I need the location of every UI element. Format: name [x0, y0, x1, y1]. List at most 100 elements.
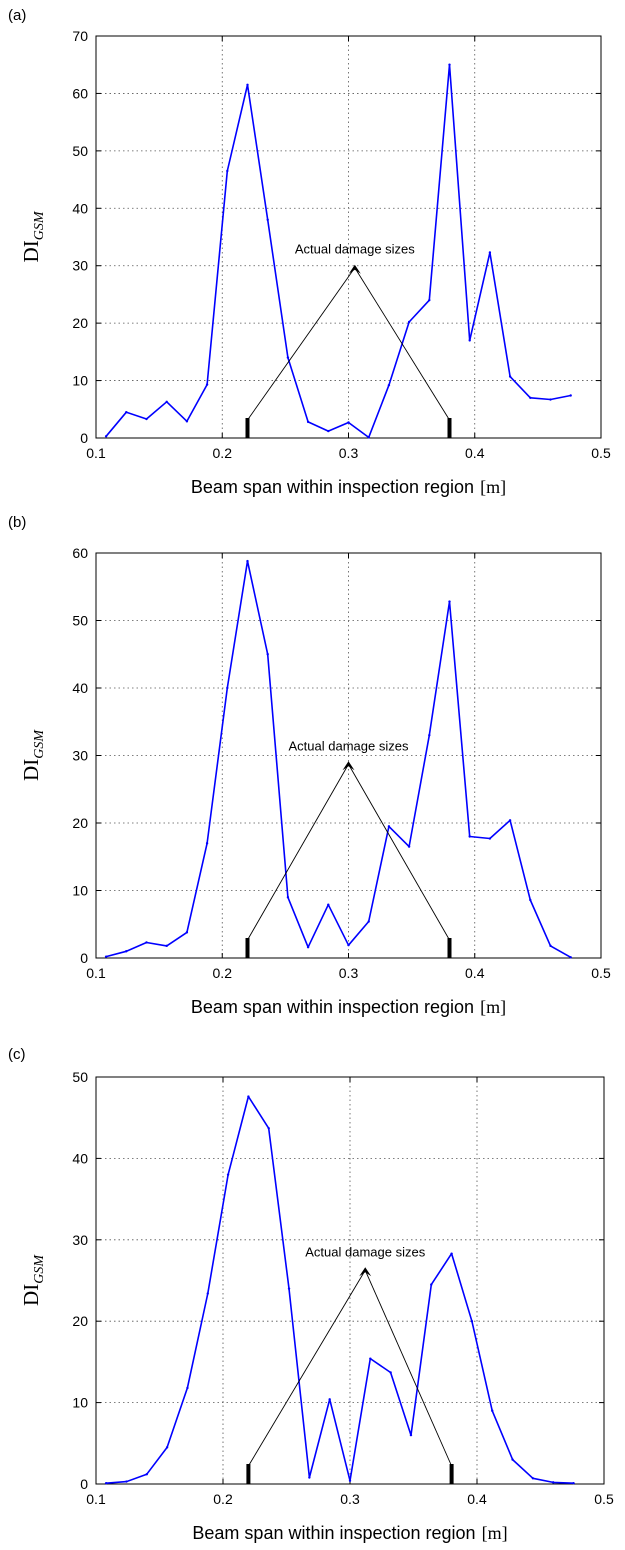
data-point — [450, 1252, 453, 1255]
x-axis-label: Beam span within inspection region [m] — [191, 997, 506, 1017]
y-tick-label: 60 — [72, 545, 88, 561]
data-point — [468, 339, 471, 342]
data-point — [529, 396, 532, 399]
x-tick-label: 0.4 — [465, 445, 485, 461]
y-tick-label: 10 — [72, 1395, 88, 1411]
annotation-arrowhead — [348, 264, 361, 274]
data-point — [428, 298, 431, 302]
damage-marker — [447, 938, 452, 958]
y-axis-label: DIGSM — [19, 729, 47, 781]
annotation-label: Actual damage sizes — [289, 738, 409, 753]
panel-c: (c) 0.1 0.2 0.3 0.4 0.5 0 10 20 30 40 50 Beam span w… — [8, 1046, 614, 1543]
panel-label: (a) — [8, 7, 26, 24]
y-tick-label: 30 — [72, 1232, 88, 1248]
data-point — [328, 1398, 331, 1401]
annotation-line — [248, 1270, 366, 1467]
x-axis-label-text: Beam span within inspection region — [192, 1523, 475, 1543]
data-point — [165, 944, 168, 948]
data-point — [369, 1357, 372, 1360]
x-axis-label-text: Beam span within inspection region — [191, 997, 474, 1017]
data-point — [125, 950, 128, 953]
annotation-line — [247, 267, 356, 421]
x-tick-label: 0.3 — [340, 1491, 360, 1507]
x-tick-label: 0.5 — [591, 965, 611, 981]
y-tick-label: 50 — [72, 143, 88, 159]
x-axis-label: Beam span within inspection region [m] — [191, 477, 506, 497]
data-point — [549, 944, 552, 948]
annotation-label: Actual damage sizes — [305, 1244, 425, 1259]
series-line — [105, 560, 572, 958]
data-point — [387, 383, 391, 387]
y-axis-label-subscript: GSM — [32, 210, 47, 240]
y-tick-label: 60 — [72, 85, 88, 101]
x-tick-label: 0.2 — [213, 1491, 233, 1507]
data-point — [430, 1283, 433, 1286]
data-point — [286, 356, 290, 359]
data-point — [125, 410, 128, 414]
annotation-arrowhead — [342, 761, 355, 771]
y-axis-label: DIGSM — [19, 210, 47, 262]
data-point — [205, 842, 209, 845]
plot-frame — [95, 35, 602, 439]
data-point — [266, 218, 269, 221]
data-point — [186, 1386, 189, 1390]
y-tick-label: 0 — [80, 430, 88, 446]
annotation-line — [364, 1270, 453, 1467]
panel-a: (a) 0.1 0.2 0.3 0.4 0.5 0 10 20 30 40 50 60 70 Beam sp… — [8, 7, 611, 497]
x-tick-label: 0.5 — [594, 1491, 614, 1507]
data-point — [327, 903, 330, 906]
data-point — [327, 429, 330, 433]
damage-marker — [246, 1464, 251, 1484]
y-tick-label: 40 — [72, 1150, 88, 1166]
data-point — [569, 394, 572, 397]
data-point — [407, 845, 411, 848]
data-point — [246, 83, 249, 87]
data-point — [389, 1371, 392, 1374]
data-point — [308, 1476, 311, 1479]
data-point — [165, 400, 168, 404]
data-point — [531, 1477, 535, 1480]
data-point — [226, 169, 229, 173]
data-point — [552, 1481, 555, 1484]
x-axis-label-text: Beam span within inspection region — [191, 477, 474, 497]
x-tick-label: 0.5 — [591, 445, 611, 461]
y-tick-label: 10 — [72, 373, 88, 389]
y-tick-label: 50 — [72, 1069, 88, 1085]
data-point — [348, 1479, 352, 1482]
damage-marker — [245, 418, 250, 438]
data-point — [185, 931, 189, 934]
data-point — [448, 600, 451, 603]
data-point — [387, 825, 391, 828]
data-point — [247, 1095, 250, 1098]
y-tick-label: 30 — [72, 748, 88, 764]
data-point — [286, 896, 290, 899]
data-point — [549, 398, 552, 401]
data-point — [468, 835, 471, 838]
y-tick-label: 10 — [72, 883, 88, 899]
data-point — [407, 320, 411, 324]
x-tick-label: 0.4 — [465, 965, 485, 981]
x-tick-label: 0.3 — [339, 965, 359, 981]
data-point — [511, 1458, 514, 1461]
data-point — [306, 946, 310, 949]
data-point — [488, 251, 492, 254]
data-point — [246, 559, 249, 563]
y-tick-label: 30 — [72, 258, 88, 274]
annotation-line — [348, 764, 450, 941]
x-tick-label: 0.1 — [86, 445, 106, 461]
data-point — [185, 420, 189, 423]
data-point — [508, 375, 512, 378]
data-point — [165, 1446, 169, 1449]
x-axis-label-unit: [m] — [480, 477, 506, 497]
damage-marker — [447, 418, 452, 438]
y-axis-label-text: DI — [19, 240, 43, 262]
x-axis-label: Beam span within inspection region [m] — [192, 1523, 507, 1543]
y-tick-label: 0 — [80, 950, 88, 966]
y-tick-label: 40 — [72, 680, 88, 696]
data-point — [488, 837, 492, 840]
y-tick-label: 20 — [72, 815, 88, 831]
panel-label: (c) — [8, 1046, 26, 1063]
data-point — [145, 417, 148, 421]
data-point — [206, 1292, 209, 1295]
